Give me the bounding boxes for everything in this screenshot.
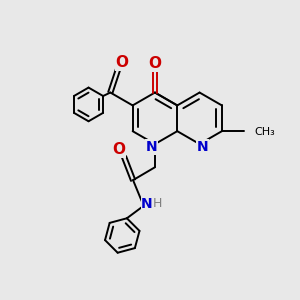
Text: N: N [197, 140, 208, 154]
Text: N: N [141, 197, 153, 211]
Text: O: O [112, 142, 126, 158]
Text: H: H [153, 197, 163, 211]
Text: O: O [148, 56, 161, 71]
Text: N: N [146, 140, 158, 154]
Text: O: O [116, 55, 128, 70]
Text: CH₃: CH₃ [255, 127, 275, 137]
